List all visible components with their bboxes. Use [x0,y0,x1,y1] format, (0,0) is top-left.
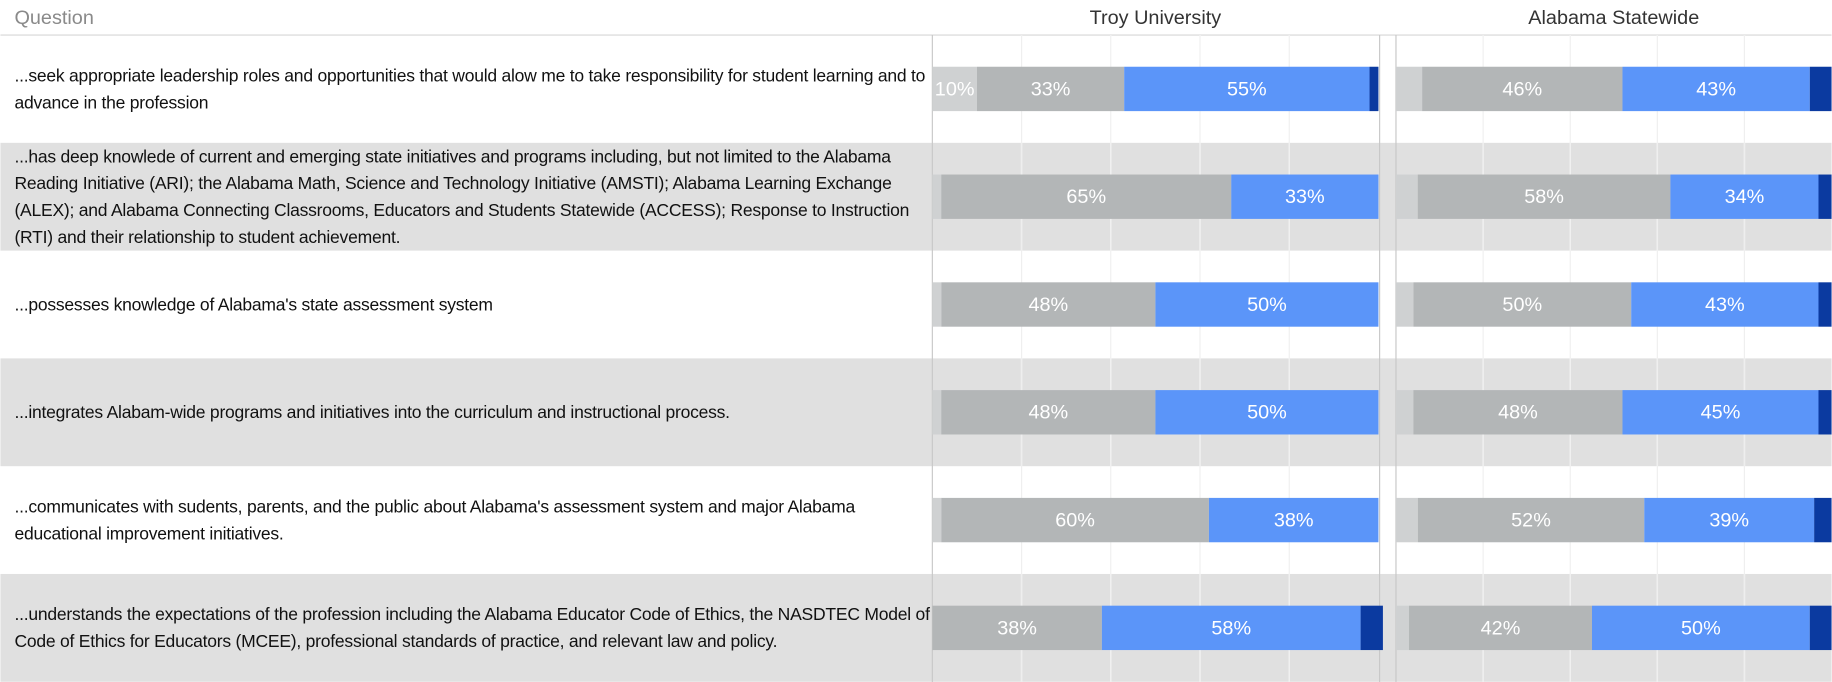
panel-title: Alabama Statewide [1528,7,1699,29]
bar-segment [1814,497,1832,543]
bar-segment [1818,282,1832,327]
bar-label: 33% [1285,186,1325,208]
bar-segment [1395,497,1418,543]
bar-segment [1395,282,1414,327]
bar-segment [941,390,1156,435]
bar-segment [1631,282,1819,327]
bar-label: 50% [1681,617,1721,639]
question-cell: ...seek appropriate leadership roles and… [14,65,926,113]
bar-label: 38% [997,617,1037,639]
bar-label: 42% [1481,617,1521,639]
bar-segment [932,282,942,327]
question-cell: ...communicates with sudents, parents, a… [14,497,855,544]
bar-segment [1818,174,1832,219]
bar-segment [932,66,977,112]
bar-segment [1417,174,1671,219]
bar-segment [976,66,1125,112]
bar-segment [1413,282,1632,327]
bar-label: 50% [1247,402,1287,424]
bar-segment [941,174,1232,219]
bar-segment [1395,390,1414,435]
question-cell: ...possesses knowledge of Alabama's stat… [14,294,493,315]
bar-segment [932,390,942,435]
bar-segment [1422,66,1623,112]
bar-segment [1591,605,1810,651]
bar-segment [1369,66,1379,112]
question-text: ...possesses knowledge of Alabama's stat… [14,294,493,315]
bar-segment [1395,66,1423,112]
question-text: ...understands the expectations of the p… [14,604,930,652]
bar-segment [1231,174,1379,219]
bar-label: 48% [1028,294,1068,316]
bar-label: 58% [1524,186,1564,208]
bar-segment [1809,66,1832,112]
question-text: ...integrates Alabam-wide programs and i… [14,402,730,423]
bar-segment [1417,497,1645,543]
bar-label: 33% [1031,78,1071,100]
bar-segment [1809,605,1832,651]
bar-segment [1413,390,1623,435]
question-cell: ...integrates Alabam-wide programs and i… [14,402,730,423]
bar-label: 46% [1502,78,1542,100]
bar-label: 60% [1055,510,1095,532]
bar-segment [1622,66,1810,112]
question-text: ...communicates with sudents, parents, a… [14,497,855,544]
bar-segment [1622,390,1819,435]
bar-segment [1644,497,1815,543]
panel-title: Troy University [1090,7,1222,29]
bar-segment [941,282,1156,327]
bar-segment [1395,174,1418,219]
bar-label: 55% [1227,78,1267,100]
question-cell: ...has deep knowlede of current and emer… [14,146,910,248]
bar-label: 38% [1274,510,1314,532]
column-header: Question [14,7,93,29]
bar-segment [1208,497,1379,543]
bar-segment [941,497,1209,543]
bar-label: 50% [1247,294,1287,316]
bar-label: 43% [1705,294,1745,316]
bar-segment [1124,66,1370,112]
bar-label: 48% [1498,402,1538,424]
bar-label: 39% [1709,510,1749,532]
bar-label: 34% [1725,186,1765,208]
bar-segment [1155,282,1379,327]
bar-segment [1409,605,1592,651]
bar-label: 50% [1502,294,1542,316]
bar-label: 52% [1511,510,1551,532]
bar-label: 48% [1028,402,1068,424]
bar-label: 65% [1066,186,1106,208]
bar-segment [1155,390,1379,435]
bar-label: 10% [935,78,975,100]
bar-segment [1395,605,1410,651]
question-cell: ...understands the expectations of the p… [14,604,930,652]
bar-segment [1101,605,1361,651]
bar-segment [932,605,1102,651]
question-text: ...seek appropriate leadership roles and… [14,65,926,113]
bar-segment [1670,174,1819,219]
bar-segment [932,174,942,219]
question-text: ...has deep knowlede of current and emer… [14,146,910,248]
bar-segment [1360,605,1383,651]
bar-label: 43% [1696,78,1736,100]
bar-label: 58% [1211,617,1251,639]
bar-segment [932,497,942,543]
bar-segment [1818,390,1832,435]
bar-label: 45% [1701,402,1741,424]
